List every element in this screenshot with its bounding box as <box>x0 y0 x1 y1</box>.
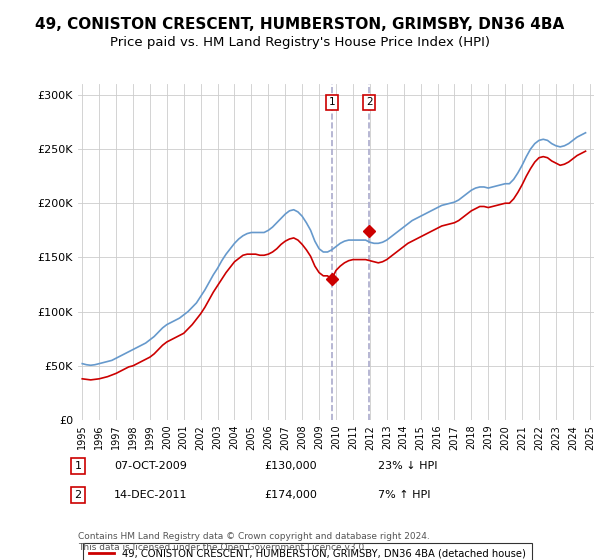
Text: 23% ↓ HPI: 23% ↓ HPI <box>378 461 437 471</box>
Text: 49, CONISTON CRESCENT, HUMBERSTON, GRIMSBY, DN36 4BA: 49, CONISTON CRESCENT, HUMBERSTON, GRIMS… <box>35 17 565 32</box>
Text: 1: 1 <box>74 461 82 471</box>
Text: 14-DEC-2011: 14-DEC-2011 <box>114 490 187 500</box>
Text: 7% ↑ HPI: 7% ↑ HPI <box>378 490 431 500</box>
Text: 07-OCT-2009: 07-OCT-2009 <box>114 461 187 471</box>
Legend: 49, CONISTON CRESCENT, HUMBERSTON, GRIMSBY, DN36 4BA (detached house), HPI: Aver: 49, CONISTON CRESCENT, HUMBERSTON, GRIMS… <box>83 543 532 560</box>
Text: 2: 2 <box>74 490 82 500</box>
Text: Price paid vs. HM Land Registry's House Price Index (HPI): Price paid vs. HM Land Registry's House … <box>110 36 490 49</box>
Text: 2: 2 <box>366 97 373 108</box>
Text: 1: 1 <box>329 97 335 108</box>
Text: £174,000: £174,000 <box>264 490 317 500</box>
Text: £130,000: £130,000 <box>264 461 317 471</box>
Text: Contains HM Land Registry data © Crown copyright and database right 2024.
This d: Contains HM Land Registry data © Crown c… <box>78 532 430 552</box>
